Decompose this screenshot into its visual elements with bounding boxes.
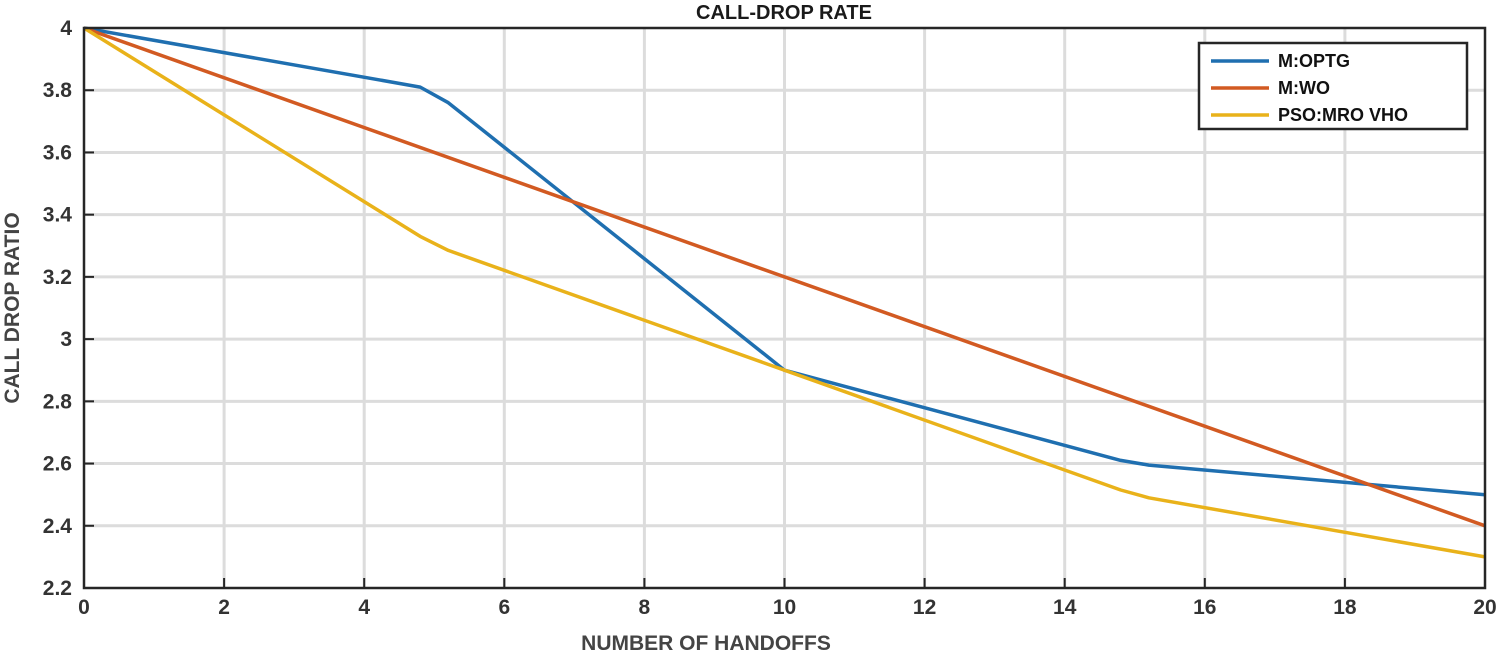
plot-frame [82,26,1487,590]
x-axis-label: NUMBER OF HANDOFFS [581,632,831,651]
y-tick-label: 2.4 [43,515,73,538]
legend-label: M:OPTG [1278,51,1350,71]
chart-title: CALL-DROP RATE [696,2,872,24]
x-tick-label: 0 [78,596,90,619]
x-tick-label: 8 [639,596,651,619]
x-tick-label: 20 [1473,596,1496,619]
y-tick-label: 3.6 [43,141,72,164]
legend-label: PSO:MRO VHO [1278,105,1408,125]
y-tick-label: 2.2 [43,577,72,600]
legend-label: M:WO [1278,78,1330,98]
y-tick-labels: 2.2 2.4 2.6 2.8 3 3.2 3.4 3.6 3.8 4 [43,17,73,600]
x-tick-label: 12 [913,596,936,619]
x-tick-label: 6 [498,596,510,619]
y-tick-label: 3.8 [43,79,73,102]
y-tick-label: 2.6 [43,453,72,476]
legend-items: M:OPTG M:WO PSO:MRO VHO [1211,51,1408,125]
legend: M:OPTG M:WO PSO:MRO VHO [1197,41,1469,131]
series-line-pso-mro-vho [83,26,1486,559]
x-tick-label: 10 [773,596,796,619]
series-lines [83,26,1486,559]
x-tick-labels: 0 2 4 6 8 10 12 14 16 18 20 [78,596,1497,619]
y-tick-label: 3 [60,328,72,351]
y-axis-label: CALL DROP RATIO [1,212,24,403]
series-line-m-wo [83,26,1486,528]
y-tick-label: 3.4 [43,204,73,227]
x-tick-label: 2 [218,596,230,619]
x-tick-label: 14 [1053,596,1077,619]
y-tick-label: 3.2 [43,266,72,289]
x-tick-label: 18 [1333,596,1357,619]
x-tick-label: 4 [358,596,370,619]
y-tick-label: 2.8 [43,390,73,413]
y-tick-label: 4 [60,17,72,40]
x-tick-label: 16 [1193,596,1216,619]
